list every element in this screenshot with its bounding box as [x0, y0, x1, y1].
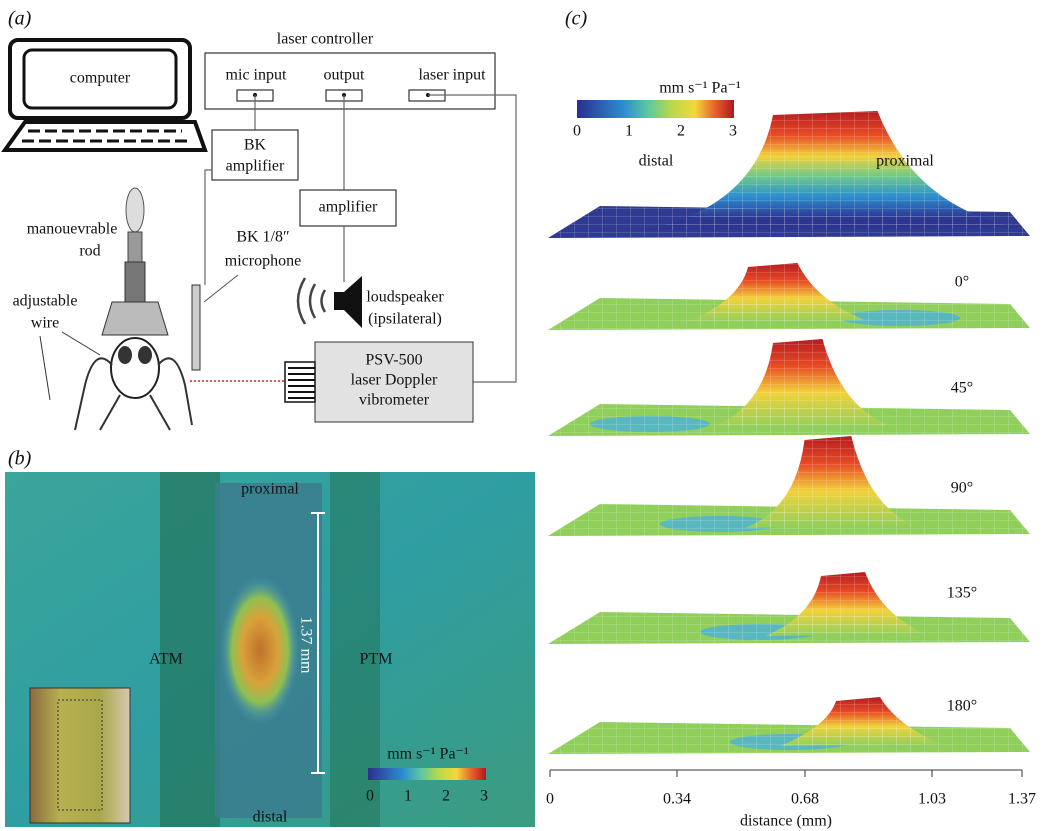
mic-input-label: mic input [226, 67, 287, 84]
computer-label: computer [70, 70, 131, 87]
microphone-label: microphone [225, 253, 301, 270]
loudspeaker-label: (ipsilateral) [368, 311, 442, 328]
colorbar-tick: 1 [404, 788, 412, 805]
angle-label: 180° [947, 698, 977, 715]
keyboard [1, 120, 208, 152]
distal-label: distal [253, 809, 288, 826]
insect [74, 187, 193, 431]
surface-mesh [685, 263, 865, 322]
rod-label: rod [79, 243, 100, 260]
cable [204, 169, 212, 285]
angle-label: 45° [951, 380, 973, 397]
atm-label: ATM [149, 651, 183, 668]
angle-label: 135° [947, 585, 977, 602]
arrows [39, 331, 101, 401]
colorbar-tick: 1 [625, 123, 633, 140]
surface-mesh [710, 339, 890, 428]
vibrometer-box [314, 341, 474, 423]
colorbar-unit: mm s⁻¹ Pa⁻¹ [659, 80, 741, 97]
bk-amplifier-box [211, 129, 299, 181]
colorbar-unit: mm s⁻¹ Pa⁻¹ [387, 746, 469, 763]
controller-title: laser controller [277, 31, 374, 48]
bk-amplifier-label: BK [244, 137, 267, 154]
membrane-band [330, 472, 380, 827]
colorbar-tick: 0 [366, 788, 374, 805]
colorbar-tick: 2 [677, 123, 685, 140]
amplifier-label: amplifier [319, 199, 378, 216]
sound-waves [296, 277, 327, 325]
surface-mesh [765, 572, 925, 636]
panel-c: (c) mm s⁻¹ Pa⁻¹ 0 1 2 3 distal proximal 0° 4… [546, 8, 1036, 830]
proximal-label: proximal [876, 153, 934, 170]
heatmap [220, 575, 300, 725]
colorbar-tick: 0 [573, 123, 581, 140]
wire-label: wire [31, 315, 59, 332]
axis-ticks: 0 0.34 0.68 1.03 1.37 [546, 770, 1036, 808]
proximal-label: proximal [241, 481, 299, 498]
colorbar [368, 768, 486, 780]
panel-label: (b) [8, 448, 32, 470]
lens-grille [288, 367, 315, 399]
screen [22, 48, 178, 110]
colorbar-ticks: 0 1 2 3 [366, 788, 488, 805]
angle-label: 90° [951, 480, 973, 497]
rod-label: manouevrable [27, 221, 118, 238]
colorbar [577, 100, 734, 118]
axis-tick-label: 1.03 [918, 791, 946, 808]
vibrometer-label: laser Doppler [351, 372, 438, 389]
loudspeaker [334, 276, 362, 328]
surface-mesh [780, 697, 940, 746]
axis-label: distance (mm) [740, 813, 832, 830]
inset-frame [57, 699, 103, 811]
colorbar-tick: 3 [480, 788, 488, 805]
membrane-band [160, 472, 220, 827]
colorbar-tick: 2 [442, 788, 450, 805]
loudspeaker-label: loudspeaker [366, 289, 444, 306]
axis-tick-label: 1.37 [1008, 791, 1036, 808]
angle-labels: 0° 45° 90° 135° 180° [947, 274, 977, 715]
bk-amplifier-label: amplifier [226, 158, 285, 175]
panel-label: (a) [8, 8, 32, 30]
scale-label: 1.37 mm [297, 617, 314, 674]
axis-tick-label: 0 [546, 791, 554, 808]
wire-label: adjustable [13, 293, 78, 310]
vibrometer-label: vibrometer [359, 392, 430, 409]
laser-input-label: laser input [418, 67, 486, 84]
surface-mesh [745, 436, 915, 528]
surface-mesh [640, 111, 1020, 230]
cable [428, 94, 517, 383]
panel-b: (b) 1.37 mm proximal distal ATM PTM mm s… [5, 448, 535, 827]
scale-bar [311, 512, 325, 774]
axis-tick-label: 0.68 [791, 791, 819, 808]
ptm-label: PTM [360, 651, 393, 668]
distal-label: distal [639, 153, 674, 170]
microphone-label: BK 1/8″ [236, 229, 289, 246]
surfaces [548, 111, 1030, 754]
panel-a: (a) computer laser controller mic input … [1, 8, 517, 431]
inset-photo [29, 687, 131, 824]
vibrometer-label: PSV-500 [365, 352, 422, 369]
angle-label: 0° [955, 274, 969, 291]
colorbar-tick: 3 [729, 123, 737, 140]
microphone [191, 284, 201, 371]
axis-tick-label: 0.34 [663, 791, 691, 808]
panel-label: (c) [565, 8, 588, 30]
amplifier-box [299, 189, 397, 227]
surface-mesh [548, 722, 1030, 754]
pointer [203, 274, 239, 303]
output-label: output [324, 67, 365, 84]
colorbar-ticks: 0 1 2 3 [573, 123, 737, 140]
